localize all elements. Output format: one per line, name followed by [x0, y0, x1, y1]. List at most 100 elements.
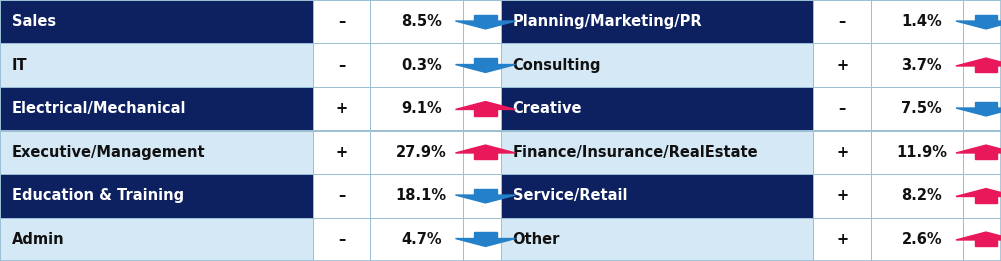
Bar [871, 0, 964, 44]
Bar [370, 44, 462, 87]
Polygon shape [474, 109, 496, 116]
Bar [462, 174, 514, 217]
Text: 4.7%: 4.7% [401, 232, 441, 247]
Polygon shape [975, 102, 997, 108]
Bar [370, 174, 462, 217]
Text: +: + [836, 232, 848, 247]
Bar [813, 0, 871, 44]
Text: Electrical/Mechanical: Electrical/Mechanical [12, 101, 186, 116]
Bar [312, 130, 370, 174]
Polygon shape [956, 232, 1001, 240]
Text: +: + [836, 188, 848, 203]
Text: +: + [335, 101, 347, 116]
Bar [813, 130, 871, 174]
Text: Sales: Sales [12, 14, 56, 29]
Polygon shape [975, 15, 997, 21]
Text: +: + [836, 145, 848, 160]
Bar [312, 44, 370, 87]
Bar [0, 217, 312, 261]
Text: 27.9%: 27.9% [396, 145, 446, 160]
Polygon shape [474, 58, 496, 64]
Polygon shape [455, 102, 516, 109]
Text: 2.6%: 2.6% [902, 232, 942, 247]
Bar [0, 44, 312, 87]
Text: 1.4%: 1.4% [902, 14, 942, 29]
Bar [963, 130, 1001, 174]
Polygon shape [474, 188, 496, 195]
Bar [462, 217, 514, 261]
Polygon shape [455, 145, 516, 153]
Text: –: – [338, 58, 345, 73]
Polygon shape [455, 21, 516, 29]
Text: Executive/Management: Executive/Management [12, 145, 205, 160]
Bar [500, 44, 813, 87]
Bar [871, 130, 964, 174]
Text: 9.1%: 9.1% [401, 101, 441, 116]
Polygon shape [975, 240, 997, 246]
Bar [963, 0, 1001, 44]
Bar [462, 44, 514, 87]
Polygon shape [956, 58, 1001, 66]
Bar [500, 0, 813, 44]
Polygon shape [956, 21, 1001, 29]
Text: Creative: Creative [513, 101, 582, 116]
Bar [0, 174, 312, 217]
Polygon shape [956, 188, 1001, 197]
Polygon shape [956, 145, 1001, 153]
Bar [871, 87, 964, 130]
Bar [370, 130, 462, 174]
Text: 7.5%: 7.5% [902, 101, 942, 116]
Text: Education & Training: Education & Training [12, 188, 184, 203]
Bar [963, 44, 1001, 87]
Text: 18.1%: 18.1% [395, 188, 446, 203]
Text: Finance/Insurance/RealEstate: Finance/Insurance/RealEstate [513, 145, 758, 160]
Bar [462, 0, 514, 44]
Bar [813, 44, 871, 87]
Polygon shape [474, 153, 496, 159]
Bar [963, 174, 1001, 217]
Text: Consulting: Consulting [513, 58, 601, 73]
Bar [462, 87, 514, 130]
Bar [370, 87, 462, 130]
Bar [500, 130, 813, 174]
Bar [0, 130, 312, 174]
Polygon shape [975, 66, 997, 73]
Bar [370, 217, 462, 261]
Text: Other: Other [513, 232, 560, 247]
Bar [813, 174, 871, 217]
Polygon shape [455, 195, 516, 203]
Text: Planning/Marketing/PR: Planning/Marketing/PR [513, 14, 702, 29]
Text: –: – [839, 101, 846, 116]
Bar [500, 87, 813, 130]
Text: 11.9%: 11.9% [896, 145, 947, 160]
Bar [462, 130, 514, 174]
Polygon shape [975, 153, 997, 159]
Text: 8.2%: 8.2% [902, 188, 942, 203]
Bar [963, 87, 1001, 130]
Text: –: – [338, 14, 345, 29]
Text: 0.3%: 0.3% [401, 58, 441, 73]
Bar [500, 174, 813, 217]
Bar [312, 0, 370, 44]
Polygon shape [455, 239, 516, 246]
Text: –: – [338, 188, 345, 203]
Bar [813, 217, 871, 261]
Bar [0, 0, 312, 44]
Polygon shape [474, 15, 496, 21]
Text: 8.5%: 8.5% [400, 14, 441, 29]
Bar [0, 87, 312, 130]
Bar [500, 217, 813, 261]
Bar [871, 44, 964, 87]
Bar [813, 87, 871, 130]
Bar [312, 87, 370, 130]
Text: –: – [338, 232, 345, 247]
Bar [871, 174, 964, 217]
Text: IT: IT [12, 58, 28, 73]
Polygon shape [956, 108, 1001, 116]
Bar [871, 217, 964, 261]
Polygon shape [474, 232, 496, 239]
Text: +: + [836, 58, 848, 73]
Bar [963, 217, 1001, 261]
Bar [370, 0, 462, 44]
Text: Admin: Admin [12, 232, 65, 247]
